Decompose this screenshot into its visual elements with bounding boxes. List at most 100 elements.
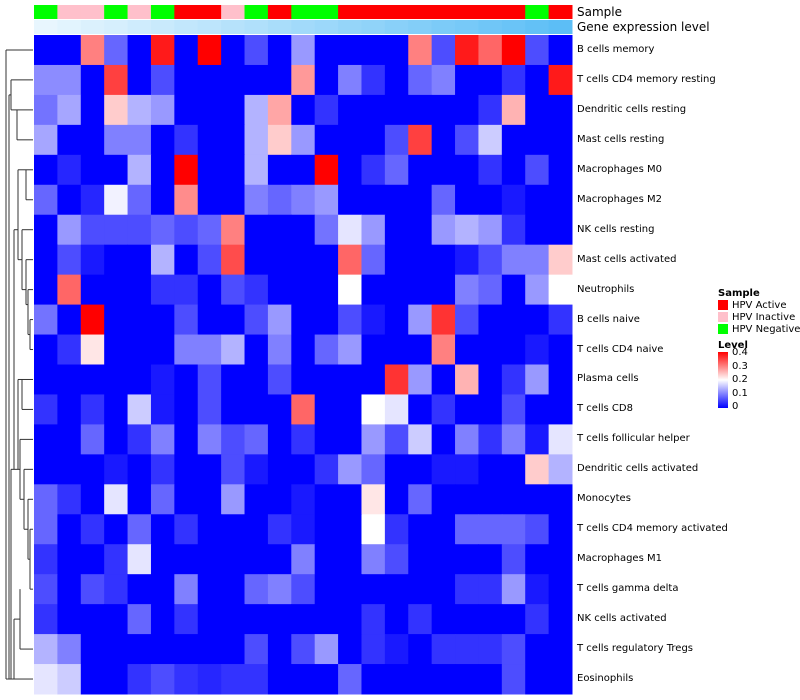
heatmap-cell [525, 304, 550, 336]
heatmap-cell [221, 154, 246, 186]
heatmap-cell [221, 424, 246, 455]
heatmap-cell [244, 304, 269, 336]
heatmap-cell [478, 484, 503, 515]
gene-expression-annotation-label: Gene expression level [577, 20, 710, 34]
heatmap-cell [478, 604, 503, 635]
level-legend-tick: 0 [732, 401, 739, 412]
heatmap-cell [104, 574, 129, 605]
heatmap-cell [174, 274, 199, 306]
heatmap-cell [34, 574, 58, 605]
heatmap-cell [291, 124, 316, 156]
sample-annotation-cell [408, 5, 433, 19]
heatmap-cell [127, 514, 152, 545]
heatmap-cell [150, 274, 175, 306]
heatmap-cell [34, 274, 58, 306]
heatmap-cell [150, 244, 175, 276]
heatmap-cell [221, 244, 246, 276]
heatmap-cell [104, 424, 129, 455]
sample-annotation-cell [197, 5, 222, 19]
gene-expression-annotation-cell [455, 20, 479, 34]
heatmap-cell [455, 184, 479, 216]
heatmap-cell [244, 514, 269, 545]
heatmap-cell [174, 424, 199, 455]
heatmap-cell [408, 424, 433, 455]
heatmap-cell [150, 544, 175, 575]
sample-legend-label: HPV Active [732, 300, 787, 311]
row-label: T cells CD4 naive [577, 343, 664, 355]
heatmap-cell [314, 64, 339, 96]
heatmap-cell [361, 304, 386, 336]
heatmap-cell [548, 35, 573, 66]
heatmap-cell [150, 35, 175, 66]
row-label: Mast cells resting [577, 133, 665, 145]
heatmap-cell [34, 544, 58, 575]
sample-annotation-cell [548, 5, 573, 19]
heatmap-cell [174, 304, 199, 336]
heatmap-cell [455, 514, 479, 545]
heatmap-cell [338, 124, 362, 156]
heatmap-cell [314, 544, 339, 575]
heatmap-cell [104, 664, 129, 695]
heatmap-cell [431, 394, 456, 425]
heatmap-cell [221, 604, 246, 635]
heatmap-cell [408, 274, 433, 306]
heatmap-cell [314, 274, 339, 306]
row-label: Dendritic cells resting [577, 103, 687, 115]
heatmap-cell [431, 334, 456, 365]
gene-expression-annotation-cell [338, 20, 362, 34]
heatmap-cell [57, 364, 82, 395]
heatmap-cell [455, 394, 479, 425]
heatmap-cell [57, 94, 82, 126]
heatmap-cell [221, 454, 246, 485]
heatmap-cell [408, 214, 433, 246]
heatmap-cell [338, 544, 362, 575]
heatmap-cell [338, 454, 362, 485]
heatmap-cell [57, 664, 82, 695]
heatmap-cell [174, 454, 199, 485]
heatmap-cell [291, 184, 316, 216]
sample-legend-label: HPV Inactive [732, 312, 796, 323]
heatmap-cell [244, 604, 269, 635]
heatmap-cell [361, 35, 386, 66]
heatmap-cell [338, 244, 362, 276]
heatmap-cell [57, 334, 82, 365]
heatmap-cell [501, 514, 526, 545]
heatmap-cell [455, 35, 479, 66]
heatmap-cell [314, 334, 339, 365]
heatmap-cell [267, 514, 292, 545]
heatmap-cell [431, 364, 456, 395]
row-label: T cells regulatory Tregs [577, 643, 694, 655]
heatmap-cell [455, 304, 479, 336]
heatmap-cell [478, 304, 503, 336]
heatmap-cell [221, 35, 246, 66]
heatmap-cell [501, 604, 526, 635]
heatmap-cell [478, 154, 503, 186]
heatmap-cell [150, 604, 175, 635]
heatmap-cell [431, 274, 456, 306]
heatmap-cell [548, 424, 573, 455]
heatmap-cell [314, 394, 339, 425]
heatmap-cell [478, 364, 503, 395]
heatmap-cell [197, 334, 222, 365]
gene-expression-annotation-cell [291, 20, 316, 34]
heatmap-cell [361, 334, 386, 365]
heatmap-cell [361, 364, 386, 395]
heatmap-cell [384, 574, 409, 605]
heatmap-cell [455, 334, 479, 365]
gene-expression-annotation-cell [431, 20, 456, 34]
heatmap-cell [361, 454, 386, 485]
heatmap-cell [150, 394, 175, 425]
heatmap-cell [221, 94, 246, 126]
heatmap-cell [57, 394, 82, 425]
gene-expression-annotation-cell [478, 20, 503, 34]
heatmap-cell [127, 334, 152, 365]
heatmap-cell [455, 634, 479, 665]
heatmap-cell [127, 214, 152, 246]
level-legend-tick: 0.3 [732, 360, 748, 372]
heatmap-cell [525, 454, 550, 485]
heatmap-cell [127, 35, 152, 66]
heatmap-cell [525, 64, 550, 96]
heatmap-cell [244, 244, 269, 276]
heatmap-cell [197, 154, 222, 186]
heatmap-cell [221, 274, 246, 306]
